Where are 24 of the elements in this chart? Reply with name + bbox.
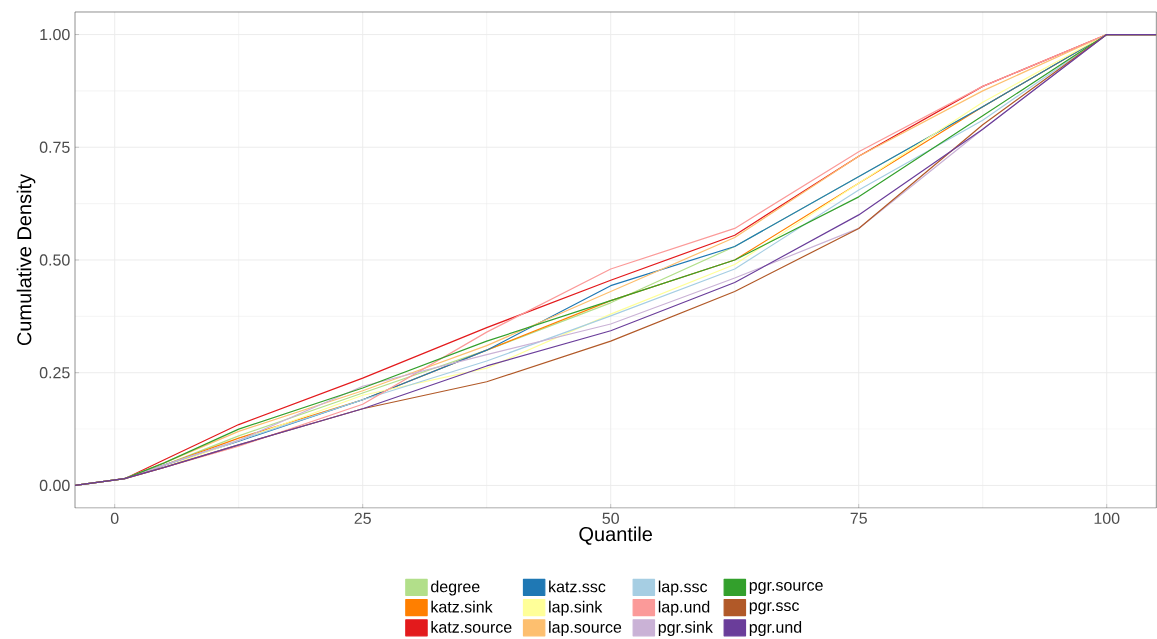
legend-label: degree: [431, 580, 480, 596]
legend-label: lap.ssc: [658, 580, 708, 596]
legend-label: katz.ssc: [549, 580, 606, 593]
x-tick-label: 100: [1094, 512, 1120, 525]
y-tick-label: 0.00: [39, 479, 70, 492]
x-tick-label: 50: [602, 512, 619, 525]
x-tick-label: 25: [354, 512, 371, 525]
legend-label: katz.source: [431, 621, 512, 633]
y-axis-title: Cumulative Density: [16, 173, 36, 346]
legend-label: pgr.ssc: [749, 602, 800, 615]
y-tick-label: 1.00: [40, 28, 70, 41]
legend-label: pgr.sink: [658, 621, 713, 636]
legend-label: katz.sink: [431, 600, 493, 613]
legend-label: lap.source: [549, 621, 622, 636]
legend-label: pgr.und: [749, 621, 802, 636]
legend-label: lap.und: [658, 600, 710, 616]
y-tick-label: 0.75: [39, 141, 70, 153]
y-tick-label: 0.25: [39, 367, 70, 379]
x-tick-label: 75: [850, 512, 867, 524]
x-axis-title: Quantile: [579, 526, 653, 545]
y-tick-label: 0.50: [39, 254, 70, 266]
legend-label: pgr.source: [749, 582, 823, 594]
x-tick-label: 0: [110, 512, 119, 525]
legend-label: lap.sink: [549, 600, 603, 616]
